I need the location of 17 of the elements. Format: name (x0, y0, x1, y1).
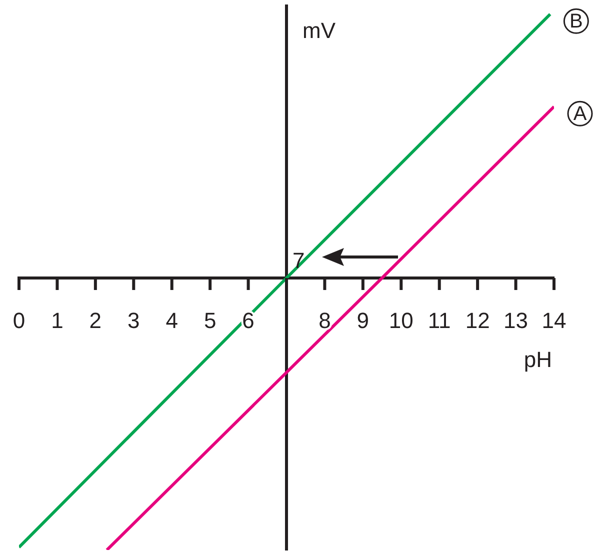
x-tick-label: 5 (204, 308, 216, 333)
series-label: B (570, 10, 583, 33)
x-tick-label: 14 (542, 308, 566, 333)
x-tick-label: 11 (428, 308, 451, 333)
y-axis-title: mV (302, 18, 336, 43)
x-tick-label: 0 (12, 308, 26, 333)
x-tick-label: 1 (51, 308, 64, 333)
x-tick-label: 9 (356, 308, 370, 333)
x-tick-label: 13 (504, 308, 528, 333)
series-label: A (573, 103, 588, 126)
x-tick-label: 8 (318, 308, 331, 333)
x-tick-label: 2 (89, 308, 102, 333)
x-tick-label: 3 (128, 308, 140, 333)
x-tick-label: 12 (465, 308, 490, 333)
x-tick-label: 4 (166, 308, 178, 333)
x-tick-label: 10 (388, 308, 414, 333)
x-axis-title: pH (524, 347, 552, 372)
